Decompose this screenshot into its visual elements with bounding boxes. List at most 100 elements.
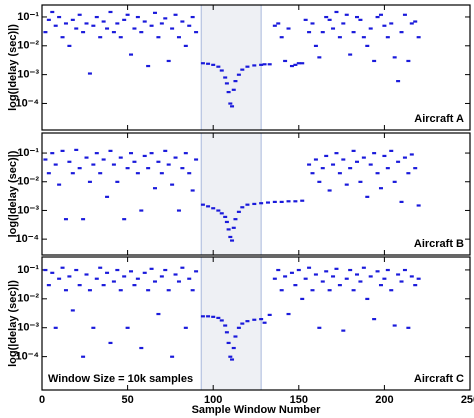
point	[252, 318, 257, 321]
x-tick-label: 250	[461, 394, 474, 406]
point	[87, 72, 92, 75]
point	[223, 324, 228, 327]
point	[101, 158, 106, 161]
note: Window Size = 10k samples	[48, 373, 193, 385]
point	[125, 326, 130, 329]
y-tick-label: 10⁻²	[17, 40, 39, 52]
point	[341, 22, 346, 25]
point	[416, 204, 421, 207]
point	[313, 158, 318, 161]
point	[327, 18, 332, 21]
point	[166, 163, 171, 166]
point	[206, 205, 211, 208]
point	[219, 319, 224, 322]
point	[224, 220, 229, 224]
point	[135, 277, 140, 280]
y-axis-label: log(|delay (sec)|)	[7, 150, 19, 237]
point	[115, 268, 120, 272]
point	[226, 228, 231, 231]
point	[81, 218, 86, 221]
point	[228, 355, 233, 358]
point	[293, 200, 298, 203]
point	[67, 44, 72, 47]
point	[129, 270, 134, 273]
point	[324, 15, 329, 19]
point	[375, 172, 380, 175]
point	[230, 358, 235, 361]
point	[200, 315, 205, 318]
point	[307, 163, 312, 166]
annotation: Aircraft A	[414, 113, 464, 125]
point	[344, 277, 349, 280]
point	[70, 309, 75, 312]
point	[111, 163, 116, 166]
point	[50, 10, 55, 14]
point	[378, 187, 383, 190]
point	[245, 203, 250, 206]
point	[320, 280, 325, 283]
point	[216, 316, 221, 320]
point	[240, 68, 245, 71]
point	[176, 280, 181, 283]
point	[180, 167, 185, 170]
point	[317, 326, 322, 329]
point	[334, 267, 339, 270]
point	[303, 18, 308, 21]
point	[259, 202, 264, 205]
point	[219, 212, 224, 215]
point	[118, 36, 123, 39]
point	[105, 271, 110, 274]
point	[139, 346, 144, 350]
point	[60, 36, 65, 39]
point	[190, 189, 195, 192]
point	[252, 64, 257, 67]
point	[226, 90, 231, 94]
point	[74, 27, 79, 30]
point	[348, 167, 353, 170]
point	[63, 289, 68, 292]
point	[156, 312, 161, 316]
point	[176, 36, 181, 39]
point	[289, 271, 294, 274]
point	[406, 326, 411, 329]
point	[341, 329, 346, 332]
point	[142, 20, 147, 23]
y-tick-label: 10⁻¹	[17, 11, 39, 23]
point	[219, 69, 224, 72]
point	[337, 36, 342, 39]
point	[375, 270, 380, 273]
point	[327, 289, 332, 292]
point	[176, 209, 181, 212]
point	[392, 56, 397, 59]
point	[300, 297, 305, 301]
point	[351, 289, 356, 292]
point	[365, 44, 370, 47]
y-tick-label: 10⁻¹	[17, 147, 39, 159]
point	[70, 18, 75, 21]
point	[331, 163, 336, 166]
point	[348, 53, 353, 56]
point	[81, 355, 86, 358]
point	[170, 355, 175, 358]
point	[375, 15, 380, 19]
point	[406, 172, 411, 175]
point	[358, 280, 363, 283]
point	[142, 154, 147, 158]
point	[236, 73, 241, 76]
point	[132, 160, 137, 163]
point	[139, 31, 144, 34]
point	[166, 289, 171, 292]
point	[361, 36, 366, 39]
point	[46, 172, 51, 175]
point	[200, 62, 205, 65]
annotation: Aircraft C	[414, 373, 464, 385]
point	[252, 202, 257, 206]
point	[344, 183, 349, 186]
point	[399, 280, 404, 283]
point	[63, 22, 68, 25]
point	[183, 152, 188, 155]
point	[416, 277, 421, 280]
point	[159, 22, 164, 25]
point	[70, 172, 75, 175]
